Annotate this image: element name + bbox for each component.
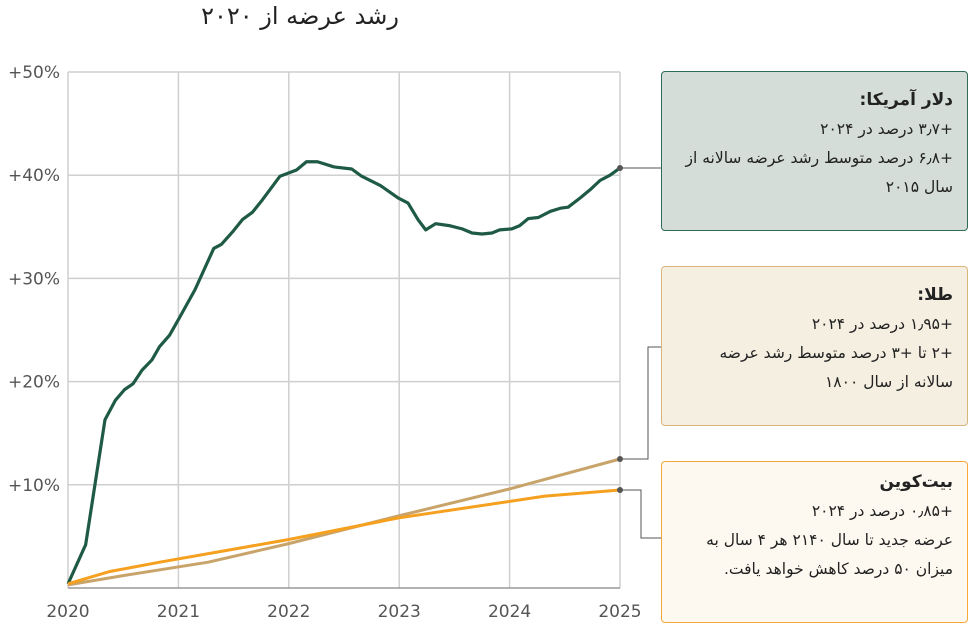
- y-tick-label: +50%: [8, 63, 60, 83]
- annotation-gold-line: +۲ تا +۳ درصد متوسط رشد عرضه سالانه از س…: [719, 344, 953, 391]
- x-tick-label: 2022: [267, 602, 310, 622]
- annotation-usd: دلار آمریکا: +۳٫۷ درصد در ۲۰۲۴ +۶٫۸ درصد…: [661, 71, 968, 231]
- series-line-gold: [67, 457, 621, 587]
- annotation-btc-line: +۰٫۸۵ درصد در ۲۰۲۴: [811, 502, 953, 520]
- series-line-usd: [66, 160, 621, 585]
- series-line-btc: [67, 488, 621, 586]
- y-tick-label: +30%: [8, 269, 60, 289]
- x-tick-label: 2021: [157, 602, 200, 622]
- annotation-gold-title: طلا:: [917, 285, 953, 305]
- annotation-usd-line: +۳٫۷ درصد در ۲۰۲۴: [820, 120, 953, 138]
- end-marker-usd: [617, 164, 623, 171]
- annotation-btc: بیت‌کوین +۰٫۸۵ درصد در ۲۰۲۴ عرضه جدید تا…: [661, 461, 968, 623]
- annotation-btc-title: بیت‌کوین: [879, 472, 953, 492]
- annotation-usd-title: دلار آمریکا:: [859, 90, 953, 110]
- leader-line-btc: [620, 489, 661, 539]
- y-tick-label: +10%: [8, 476, 60, 496]
- annotation-usd-line: +۶٫۸ درصد متوسط رشد عرضه سالانه از سال ۲…: [685, 149, 953, 196]
- annotation-btc-line: عرضه جدید تا سال ۲۱۴۰ هر ۴ سال به میزان …: [706, 531, 953, 578]
- x-tick-label: 2023: [378, 602, 421, 622]
- leader-line-gold: [620, 346, 661, 460]
- x-tick-label: 2020: [46, 602, 89, 622]
- x-tick-label: 2025: [598, 602, 641, 622]
- end-marker-gold: [617, 456, 623, 462]
- y-tick-label: +20%: [8, 373, 60, 393]
- chart-title: رشد عرضه از ۲۰۲۰: [201, 2, 399, 30]
- annotation-gold-line: +۱٫۹۵ درصد در ۲۰۲۴: [811, 315, 953, 333]
- y-tick-label: +40%: [8, 166, 60, 186]
- x-tick-label: 2024: [488, 602, 531, 622]
- end-marker-btc: [617, 486, 623, 493]
- annotation-gold: طلا: +۱٫۹۵ درصد در ۲۰۲۴ +۲ تا +۳ درصد مت…: [661, 266, 968, 426]
